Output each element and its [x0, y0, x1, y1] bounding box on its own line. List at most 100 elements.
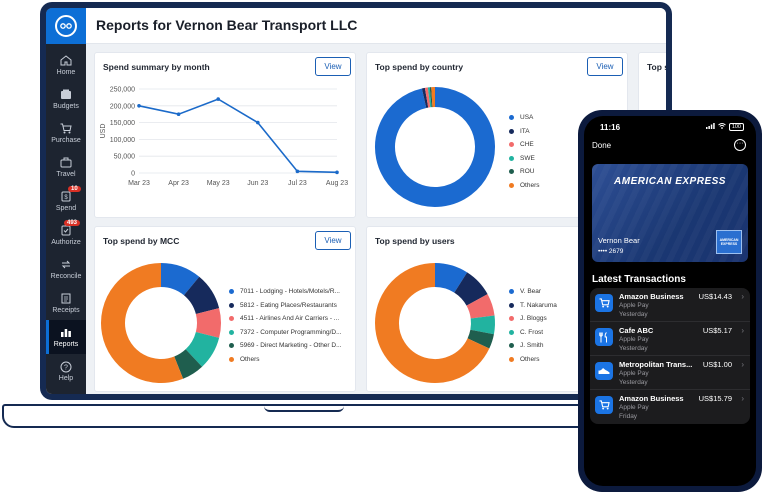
view-button[interactable]: View	[315, 231, 351, 250]
data-point[interactable]	[137, 104, 141, 108]
data-point[interactable]	[216, 97, 220, 101]
sidebar-item-label: Authorize	[51, 238, 81, 246]
fork-knife-icon	[595, 328, 613, 346]
legend-swatch	[229, 356, 234, 362]
donut-slice[interactable]	[183, 276, 220, 315]
more-options-icon[interactable]: ···	[734, 139, 746, 151]
transaction-row[interactable]: Amazon Business Apple Pay Friday US$15.7…	[590, 390, 750, 424]
transaction-method: Apple Pay	[619, 336, 649, 343]
sidebar-item-help[interactable]: ? Help	[46, 354, 86, 388]
transaction-row[interactable]: Metropolitan Trans... Apple Pay Yesterda…	[590, 356, 750, 390]
line-chart: 250,000 200,000 150,000 100,000 50,000 0 USD Ma…	[100, 87, 348, 188]
transaction-row[interactable]: Cafe ABC Apple Pay Yesterday US$5.17 ›	[590, 322, 750, 356]
donut-slice[interactable]	[195, 308, 221, 338]
legend-label: J. Smith	[520, 342, 544, 350]
card-number: •••• 2679	[598, 248, 624, 255]
app-logo[interactable]	[46, 8, 86, 44]
view-button[interactable]: View	[587, 57, 623, 76]
sidebar-item-receipts[interactable]: Receipts	[46, 286, 86, 320]
legend-swatch	[509, 343, 514, 349]
sidebar-item-reports[interactable]: Reports	[46, 320, 86, 354]
transaction-amount: US$1.00	[702, 360, 732, 369]
x-tick-label: Aug 23	[326, 180, 348, 187]
donut-slice[interactable]	[173, 348, 203, 379]
signal-icon	[705, 123, 715, 131]
sidebar-item-authorize[interactable]: 493 Authorize	[46, 218, 86, 252]
sidebar-item-spend[interactable]: $ 10 Spend	[46, 184, 86, 218]
legend-swatch	[509, 289, 514, 295]
donut-slice[interactable]	[434, 263, 468, 293]
legend-item: CHE	[509, 138, 540, 152]
donut-slice[interactable]	[185, 331, 220, 367]
data-point[interactable]	[256, 120, 260, 125]
legend-swatch	[229, 302, 234, 308]
transaction-name: Cafe ABC	[619, 326, 654, 335]
legend-item: SWE	[509, 152, 540, 166]
card-holder: Vernon Bear	[598, 236, 640, 245]
legend-item: ROU	[509, 165, 540, 179]
card-title: Spend summary by month	[103, 62, 210, 72]
legend-item: ITA	[509, 125, 540, 139]
sidebar-item-label: Budgets	[53, 102, 79, 110]
transaction-amount: US$15.79	[698, 394, 732, 403]
spend-icon: $	[59, 191, 73, 203]
legend-swatch	[509, 316, 514, 322]
y-axis-label: USD	[100, 124, 107, 139]
sidebar-item-reconcile[interactable]: Reconcile	[46, 252, 86, 286]
legend-item: C. Frost	[509, 326, 557, 340]
donut-slice[interactable]	[101, 263, 184, 383]
done-button[interactable]: Done	[592, 141, 612, 150]
sidebar-item-budgets[interactable]: Budgets	[46, 82, 86, 116]
transaction-day: Friday	[619, 413, 638, 420]
sidebar-item-purchase[interactable]: Purchase	[46, 116, 86, 150]
donut-slice[interactable]	[453, 272, 488, 307]
data-point[interactable]	[295, 169, 300, 174]
laptop-screen: Home Budgets Purchase Travel $ 10 Spend	[46, 8, 666, 394]
donut-slice[interactable]	[470, 315, 495, 335]
legend-item: 4511 - Airlines And Air Carriers - ...	[229, 312, 342, 326]
reconcile-icon	[59, 259, 73, 271]
y-tick-label: 50,000	[114, 154, 136, 161]
legend-swatch	[509, 169, 514, 175]
sidebar-item-home[interactable]: Home	[46, 48, 86, 82]
legend-item: USA	[509, 111, 540, 125]
authorize-badge: 493	[64, 220, 81, 226]
credit-card[interactable]: AMERICAN EXPRESS Vernon Bear •••• 2679 A…	[592, 164, 748, 262]
donut-slice[interactable]	[466, 294, 495, 320]
svg-text:?: ?	[64, 364, 68, 371]
data-point[interactable]	[176, 112, 181, 116]
legend-item: 7372 - Computer Programming/D...	[229, 326, 342, 340]
card-title: Top spend by MCC	[103, 236, 180, 246]
legend-mcc: 7011 - Lodging - Hotels/Motels/R... 5812 …	[229, 285, 342, 366]
legend-swatch	[229, 329, 234, 335]
sidebar: Home Budgets Purchase Travel $ 10 Spend	[46, 8, 86, 394]
donut-slice[interactable]	[467, 329, 494, 349]
legend-label: ROU	[520, 168, 535, 176]
legend-label: Others	[240, 355, 260, 363]
legend-swatch	[509, 115, 514, 121]
chevron-right-icon: ›	[741, 360, 744, 369]
donut-slice[interactable]	[375, 263, 490, 383]
legend-users: V. Bear T. Nakaruma J. Bloggs C. Frost J. Sm…	[509, 285, 557, 366]
help-icon: ?	[59, 361, 73, 373]
donut-chart-users	[375, 263, 495, 383]
cart-icon	[595, 294, 613, 312]
transaction-row[interactable]: Amazon Business Apple Pay Yesterday US$1…	[590, 288, 750, 322]
legend-label: C. Frost	[520, 328, 544, 336]
donut-slice[interactable]	[160, 263, 200, 296]
authorize-icon	[59, 225, 73, 237]
view-button[interactable]: View	[315, 57, 351, 76]
reports-icon	[59, 327, 73, 339]
logo-icon	[55, 15, 77, 37]
donut-slice[interactable]	[375, 87, 495, 207]
transaction-day: Yesterday	[619, 311, 648, 318]
chevron-right-icon: ›	[741, 394, 744, 403]
card-title: Top spend by users	[375, 236, 455, 246]
legend-label: USA	[520, 114, 534, 122]
legend-label: 7011 - Lodging - Hotels/Motels/R...	[240, 288, 340, 296]
sidebar-item-travel[interactable]: Travel	[46, 150, 86, 184]
legend-item: V. Bear	[509, 285, 557, 299]
data-point[interactable]	[335, 170, 339, 175]
sidebar-item-label: Travel	[56, 170, 76, 178]
